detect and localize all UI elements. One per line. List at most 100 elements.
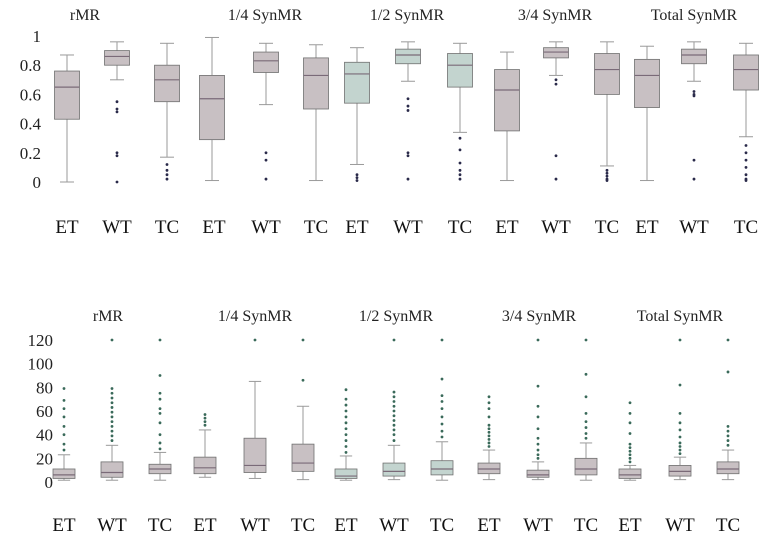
outlier-point bbox=[440, 400, 444, 403]
outlier-point bbox=[110, 424, 114, 428]
outlier-point bbox=[458, 161, 462, 165]
category-label: TC bbox=[595, 217, 619, 238]
outlier-point bbox=[158, 441, 162, 445]
box-iqr bbox=[494, 69, 520, 132]
outlier-point bbox=[110, 415, 114, 419]
outlier-point bbox=[392, 395, 396, 399]
outlier-point bbox=[584, 436, 588, 440]
box-rmr-et bbox=[52, 387, 76, 481]
outlier-point bbox=[726, 439, 730, 442]
box-iqr bbox=[634, 58, 660, 108]
outlier-point bbox=[203, 416, 207, 420]
y-tick-label: 60 bbox=[36, 402, 53, 421]
box-rmr-tc bbox=[154, 42, 180, 181]
box-total-synmr-et bbox=[634, 45, 660, 182]
outlier-point bbox=[678, 435, 682, 439]
outlier-point bbox=[628, 432, 632, 435]
outlier-point bbox=[110, 387, 114, 390]
category-label: WT bbox=[523, 515, 553, 536]
outlier-point bbox=[744, 151, 748, 155]
outlier-point bbox=[392, 439, 396, 442]
outlier-point bbox=[344, 439, 348, 442]
box-3-4-synmr-tc bbox=[574, 338, 598, 481]
outlier-point bbox=[355, 179, 359, 182]
outlier-point bbox=[203, 420, 207, 424]
outlier-point bbox=[536, 436, 540, 440]
y-tick-label: 20 bbox=[36, 449, 53, 468]
outlier-point bbox=[584, 395, 588, 399]
outlier-point bbox=[344, 433, 348, 437]
outlier-point bbox=[110, 429, 114, 433]
outlier-point bbox=[487, 434, 491, 438]
box-iqr bbox=[104, 50, 130, 66]
box-3-4-synmr-tc bbox=[594, 41, 620, 182]
outlier-point bbox=[115, 100, 119, 104]
box-iqr bbox=[447, 53, 473, 88]
box-total-synmr-wt bbox=[668, 338, 692, 481]
box-3-4-synmr-et bbox=[494, 51, 520, 182]
outlier-point bbox=[487, 427, 491, 431]
outlier-point bbox=[458, 136, 462, 140]
outlier-point bbox=[628, 460, 632, 464]
outlier-point bbox=[440, 394, 444, 398]
outlier-point bbox=[264, 177, 268, 181]
group-label: rMR bbox=[93, 308, 124, 325]
outlier-point bbox=[628, 442, 632, 446]
outlier-point bbox=[110, 410, 114, 414]
outlier-point bbox=[406, 109, 410, 112]
outlier-point bbox=[554, 78, 558, 82]
category-label: ET bbox=[193, 515, 217, 536]
outlier-point bbox=[678, 441, 682, 445]
outlier-point bbox=[62, 398, 66, 402]
outlier-point bbox=[628, 446, 632, 450]
box-iqr bbox=[52, 468, 76, 479]
outlier-point bbox=[392, 338, 396, 342]
outlier-point bbox=[628, 453, 632, 457]
box-iqr bbox=[716, 461, 740, 475]
y-tick-label: 0 bbox=[33, 173, 42, 192]
outlier-point bbox=[62, 387, 66, 390]
category-label: WT bbox=[541, 217, 571, 238]
outlier-point bbox=[678, 421, 682, 425]
outlier-point bbox=[115, 180, 119, 184]
outlier-point bbox=[165, 163, 169, 166]
y-tick-label: 0.4 bbox=[20, 115, 42, 134]
outlier-point bbox=[536, 442, 540, 446]
category-label: ET bbox=[334, 515, 358, 536]
outlier-point bbox=[536, 448, 540, 452]
outlier-point bbox=[344, 445, 348, 448]
outlier-point bbox=[726, 443, 730, 447]
outlier-point bbox=[628, 421, 632, 425]
outlier-point bbox=[678, 411, 682, 415]
outlier-point bbox=[440, 338, 444, 342]
outlier-point bbox=[554, 154, 558, 158]
category-label: TC bbox=[430, 515, 454, 536]
outlier-point bbox=[487, 441, 491, 445]
outlier-point bbox=[440, 435, 444, 439]
box-3-4-synmr-wt bbox=[526, 338, 550, 481]
category-label: TC bbox=[148, 515, 172, 536]
outlier-point bbox=[344, 427, 348, 431]
box-1-4-synmr-tc bbox=[303, 44, 329, 182]
outlier-point bbox=[110, 401, 114, 405]
outlier-point bbox=[110, 338, 114, 342]
outlier-point bbox=[440, 429, 444, 433]
outlier-point bbox=[487, 395, 491, 399]
box-rmr-wt bbox=[100, 338, 124, 481]
box-1-2-synmr-tc bbox=[447, 42, 473, 181]
category-label: WT bbox=[393, 217, 423, 238]
outlier-point bbox=[536, 338, 540, 342]
outlier-point bbox=[536, 456, 540, 460]
category-label: TC bbox=[304, 217, 328, 238]
box-iqr bbox=[733, 54, 759, 91]
outlier-point bbox=[726, 424, 730, 428]
outlier-point bbox=[726, 429, 730, 433]
box-iqr bbox=[243, 437, 267, 473]
group-label: Total SynMR bbox=[651, 7, 738, 24]
outlier-point bbox=[536, 453, 540, 457]
outlier-point bbox=[392, 404, 396, 408]
box-rmr-wt bbox=[104, 41, 130, 184]
outlier-point bbox=[744, 166, 748, 169]
box-rmr-et bbox=[54, 54, 80, 183]
box-iqr bbox=[253, 51, 279, 73]
